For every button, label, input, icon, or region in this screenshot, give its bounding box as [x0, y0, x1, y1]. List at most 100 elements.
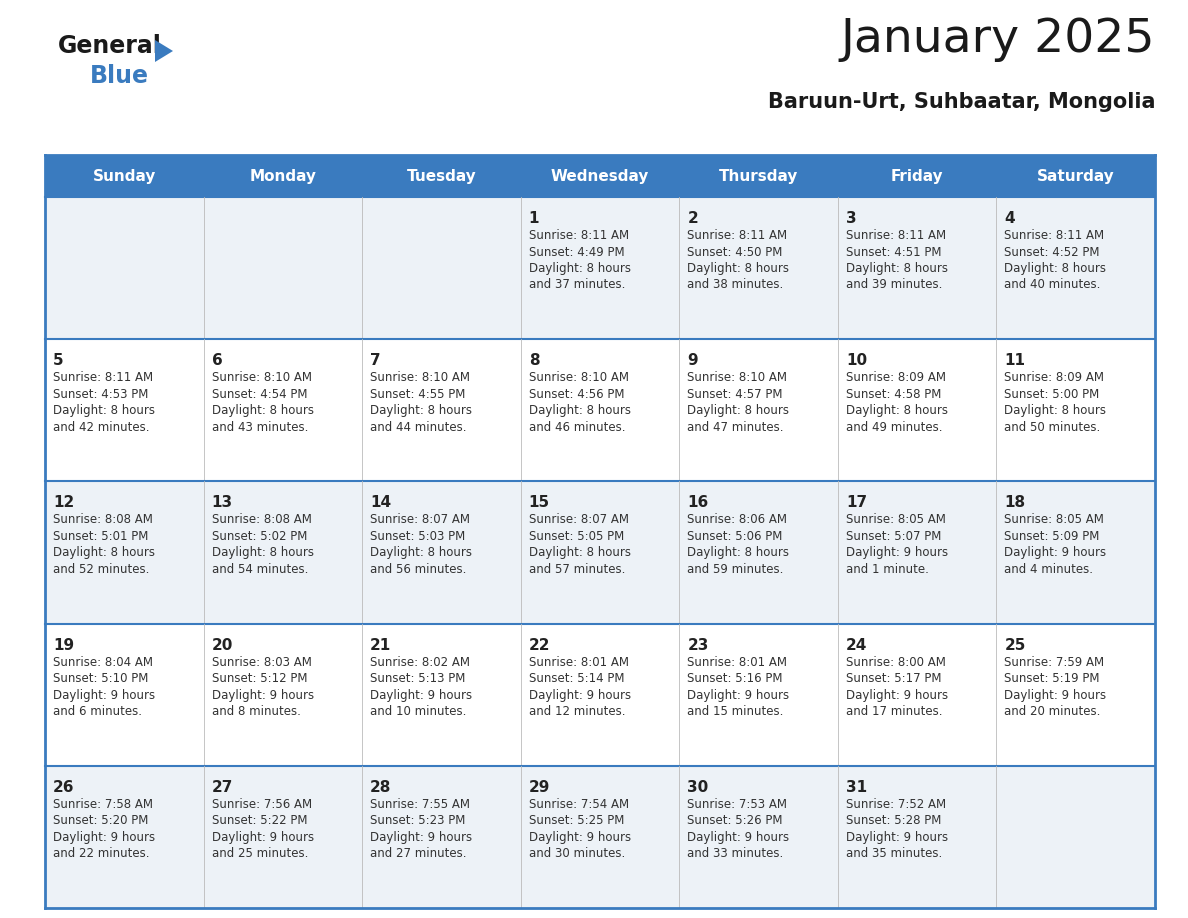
Text: Sunset: 5:10 PM: Sunset: 5:10 PM: [53, 672, 148, 685]
Text: 1: 1: [529, 211, 539, 226]
Text: Sunset: 4:58 PM: Sunset: 4:58 PM: [846, 387, 941, 400]
Text: 20: 20: [211, 638, 233, 653]
Text: Daylight: 9 hours: Daylight: 9 hours: [529, 688, 631, 701]
Text: Sunrise: 8:07 AM: Sunrise: 8:07 AM: [371, 513, 470, 526]
Text: Friday: Friday: [891, 169, 943, 184]
Text: Sunset: 4:50 PM: Sunset: 4:50 PM: [688, 245, 783, 259]
Text: Daylight: 8 hours: Daylight: 8 hours: [1004, 404, 1106, 417]
Text: Sunset: 5:01 PM: Sunset: 5:01 PM: [53, 530, 148, 543]
Text: Sunrise: 8:06 AM: Sunrise: 8:06 AM: [688, 513, 788, 526]
Text: and 50 minutes.: and 50 minutes.: [1004, 420, 1100, 433]
Text: Sunset: 5:13 PM: Sunset: 5:13 PM: [371, 672, 466, 685]
Text: 8: 8: [529, 353, 539, 368]
Text: and 20 minutes.: and 20 minutes.: [1004, 705, 1101, 718]
Text: and 52 minutes.: and 52 minutes.: [53, 563, 150, 576]
Text: and 15 minutes.: and 15 minutes.: [688, 705, 784, 718]
Polygon shape: [154, 40, 173, 62]
Text: Daylight: 9 hours: Daylight: 9 hours: [688, 831, 789, 844]
Text: and 38 minutes.: and 38 minutes.: [688, 278, 784, 292]
Text: Sunset: 4:57 PM: Sunset: 4:57 PM: [688, 387, 783, 400]
Text: Saturday: Saturday: [1037, 169, 1114, 184]
Text: Sunset: 5:05 PM: Sunset: 5:05 PM: [529, 530, 624, 543]
Text: and 59 minutes.: and 59 minutes.: [688, 563, 784, 576]
Text: 16: 16: [688, 496, 708, 510]
Text: Daylight: 8 hours: Daylight: 8 hours: [371, 546, 472, 559]
Text: Daylight: 9 hours: Daylight: 9 hours: [846, 688, 948, 701]
Text: and 30 minutes.: and 30 minutes.: [529, 847, 625, 860]
Text: Daylight: 8 hours: Daylight: 8 hours: [53, 546, 154, 559]
Text: Sunrise: 8:05 AM: Sunrise: 8:05 AM: [1004, 513, 1105, 526]
Text: and 39 minutes.: and 39 minutes.: [846, 278, 942, 292]
Text: and 8 minutes.: and 8 minutes.: [211, 705, 301, 718]
Text: Sunrise: 8:08 AM: Sunrise: 8:08 AM: [211, 513, 311, 526]
Text: Monday: Monday: [249, 169, 316, 184]
Text: Daylight: 9 hours: Daylight: 9 hours: [371, 831, 473, 844]
Text: 11: 11: [1004, 353, 1025, 368]
Text: Sunrise: 8:05 AM: Sunrise: 8:05 AM: [846, 513, 946, 526]
Text: 9: 9: [688, 353, 697, 368]
Text: Sunrise: 8:01 AM: Sunrise: 8:01 AM: [688, 655, 788, 668]
Text: Sunset: 4:55 PM: Sunset: 4:55 PM: [371, 387, 466, 400]
Text: Sunrise: 7:55 AM: Sunrise: 7:55 AM: [371, 798, 470, 811]
Text: 3: 3: [846, 211, 857, 226]
Text: Daylight: 9 hours: Daylight: 9 hours: [371, 688, 473, 701]
Text: and 46 minutes.: and 46 minutes.: [529, 420, 625, 433]
Text: 18: 18: [1004, 496, 1025, 510]
Text: Baruun-Urt, Suhbaatar, Mongolia: Baruun-Urt, Suhbaatar, Mongolia: [767, 92, 1155, 112]
Text: General: General: [58, 34, 162, 58]
Text: Sunset: 5:23 PM: Sunset: 5:23 PM: [371, 814, 466, 827]
Text: Sunrise: 8:10 AM: Sunrise: 8:10 AM: [371, 371, 470, 385]
Text: 7: 7: [371, 353, 381, 368]
Text: Sunset: 5:26 PM: Sunset: 5:26 PM: [688, 814, 783, 827]
Text: Sunset: 5:19 PM: Sunset: 5:19 PM: [1004, 672, 1100, 685]
Text: Sunset: 5:06 PM: Sunset: 5:06 PM: [688, 530, 783, 543]
Text: Sunset: 5:03 PM: Sunset: 5:03 PM: [371, 530, 466, 543]
Text: Daylight: 8 hours: Daylight: 8 hours: [688, 546, 789, 559]
Text: and 33 minutes.: and 33 minutes.: [688, 847, 784, 860]
Text: Daylight: 9 hours: Daylight: 9 hours: [846, 831, 948, 844]
Text: Daylight: 9 hours: Daylight: 9 hours: [688, 688, 789, 701]
Text: and 12 minutes.: and 12 minutes.: [529, 705, 625, 718]
Text: and 35 minutes.: and 35 minutes.: [846, 847, 942, 860]
Text: Sunday: Sunday: [93, 169, 156, 184]
Text: Sunrise: 8:09 AM: Sunrise: 8:09 AM: [1004, 371, 1105, 385]
Text: 23: 23: [688, 638, 709, 653]
Text: 27: 27: [211, 779, 233, 795]
Text: 21: 21: [371, 638, 391, 653]
Text: Tuesday: Tuesday: [406, 169, 476, 184]
Text: Sunrise: 8:01 AM: Sunrise: 8:01 AM: [529, 655, 628, 668]
Text: Wednesday: Wednesday: [551, 169, 649, 184]
Text: 28: 28: [371, 779, 392, 795]
Text: 30: 30: [688, 779, 708, 795]
Text: Sunrise: 7:58 AM: Sunrise: 7:58 AM: [53, 798, 153, 811]
Text: Daylight: 9 hours: Daylight: 9 hours: [1004, 546, 1106, 559]
Text: 26: 26: [53, 779, 75, 795]
Text: and 40 minutes.: and 40 minutes.: [1004, 278, 1101, 292]
Text: Sunrise: 8:10 AM: Sunrise: 8:10 AM: [211, 371, 311, 385]
Text: January 2025: January 2025: [840, 17, 1155, 62]
Text: Sunrise: 7:56 AM: Sunrise: 7:56 AM: [211, 798, 311, 811]
Text: Sunset: 5:07 PM: Sunset: 5:07 PM: [846, 530, 941, 543]
Text: and 22 minutes.: and 22 minutes.: [53, 847, 150, 860]
Text: Sunrise: 8:07 AM: Sunrise: 8:07 AM: [529, 513, 628, 526]
Text: Blue: Blue: [90, 64, 148, 88]
Text: Daylight: 9 hours: Daylight: 9 hours: [53, 831, 156, 844]
Text: Daylight: 8 hours: Daylight: 8 hours: [688, 262, 789, 275]
Text: 2: 2: [688, 211, 699, 226]
Text: Daylight: 8 hours: Daylight: 8 hours: [211, 404, 314, 417]
Text: Sunset: 5:20 PM: Sunset: 5:20 PM: [53, 814, 148, 827]
Text: and 25 minutes.: and 25 minutes.: [211, 847, 308, 860]
Text: and 43 minutes.: and 43 minutes.: [211, 420, 308, 433]
Text: Sunrise: 7:52 AM: Sunrise: 7:52 AM: [846, 798, 946, 811]
Text: Daylight: 8 hours: Daylight: 8 hours: [53, 404, 154, 417]
Text: 22: 22: [529, 638, 550, 653]
Bar: [45, 197, 1155, 339]
Text: Sunset: 5:28 PM: Sunset: 5:28 PM: [846, 814, 941, 827]
Text: Daylight: 8 hours: Daylight: 8 hours: [211, 546, 314, 559]
Text: Sunrise: 8:03 AM: Sunrise: 8:03 AM: [211, 655, 311, 668]
Text: 31: 31: [846, 779, 867, 795]
Text: Daylight: 8 hours: Daylight: 8 hours: [688, 404, 789, 417]
Text: Sunset: 5:14 PM: Sunset: 5:14 PM: [529, 672, 624, 685]
Text: and 54 minutes.: and 54 minutes.: [211, 563, 308, 576]
Text: and 1 minute.: and 1 minute.: [846, 563, 929, 576]
